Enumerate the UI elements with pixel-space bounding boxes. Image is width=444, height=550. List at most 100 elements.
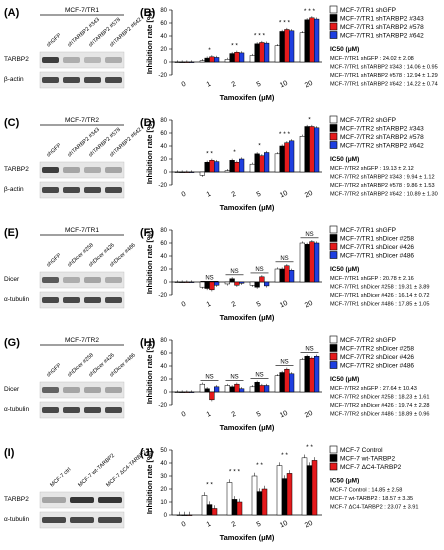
blot-strip [39, 401, 125, 419]
ic50-line: MCF-7/TR1 shTARBP2 #343 : 14.06 ± 0.95 [330, 65, 438, 71]
ic50-title: IC50 (μM) [330, 266, 359, 273]
blot-row-label: α-tubulin [4, 296, 29, 303]
x-tick-label: 2 [231, 81, 238, 89]
blot-row-label: TARBP2 [4, 496, 29, 503]
blot-band [105, 167, 122, 173]
x-tick-label: 5 [256, 521, 263, 529]
y-tick-label: -20 [158, 293, 167, 299]
blot-band [84, 167, 101, 173]
bar [179, 61, 185, 63]
bar [279, 268, 285, 283]
ic50-line: MCF-7 Control : 14.85 ± 2.58 [330, 488, 402, 494]
bar [229, 160, 235, 173]
bar [299, 136, 305, 173]
y-tick-label: 40 [160, 461, 167, 467]
y-tick-label: 20 [160, 47, 167, 53]
y-tick-label: 60 [160, 131, 167, 137]
blot-band [42, 187, 59, 193]
legend-swatch [329, 5, 338, 14]
panel-letter-right: (F) [140, 227, 154, 239]
x-axis-label: Tamoxifen (μM) [220, 93, 275, 102]
y-axis-label: Inhibition rate [%] [145, 10, 154, 74]
bar [201, 495, 208, 516]
bar [249, 386, 255, 393]
bar [304, 244, 310, 283]
blot-band [84, 297, 101, 303]
bar [224, 281, 230, 285]
blot-band [105, 297, 122, 303]
panel-letter-left: (A) [4, 7, 20, 19]
legend-label: MCF-7/TR2 shDicer #426 [340, 354, 414, 361]
legend-swatch [329, 234, 338, 242]
x-axis-label: Tamoxifen (μM) [220, 533, 275, 542]
bar [184, 171, 190, 173]
bar [209, 160, 215, 173]
x-tick-label: 10 [279, 190, 289, 200]
bar [209, 391, 215, 401]
bar [229, 53, 235, 63]
legend-swatch [329, 31, 338, 39]
significance-label: NS [205, 374, 213, 380]
bar [284, 142, 290, 173]
ic50-line: MCF-7/TR1 shTARBP2 #578 : 12.94 ± 1.29 [330, 73, 438, 79]
blot-band [84, 387, 101, 393]
significance-label: * * * [304, 8, 316, 15]
bar [264, 42, 270, 63]
legend-swatch [329, 335, 338, 344]
bar [311, 460, 318, 516]
bar [174, 281, 180, 283]
y-tick-label: 80 [160, 228, 167, 234]
blot-strip [39, 291, 125, 309]
bar [234, 281, 240, 286]
blot-lane-label: shGFP [46, 142, 63, 158]
blot-band [98, 497, 122, 503]
bar [179, 391, 185, 393]
bar [306, 465, 313, 516]
legend-label: MCF-7/TR1 shTARBP2 #343 [340, 16, 424, 23]
x-axis-label: Tamoxifen (μM) [220, 203, 275, 212]
bar [189, 281, 195, 283]
y-tick-label: 40 [160, 144, 167, 150]
x-tick-label: 10 [279, 80, 289, 90]
y-axis-label: Inhibition rate [%] [145, 230, 154, 294]
bar [189, 61, 195, 63]
bar [214, 281, 220, 286]
y-tick-label: 0 [164, 170, 168, 176]
legend-swatch [329, 132, 338, 141]
panel-letter-right: (J) [140, 447, 154, 459]
blot-band [42, 57, 59, 63]
bar [304, 19, 310, 63]
legend-label: MCF-7 ΔC4-TARBP2 [340, 464, 402, 471]
bar [254, 281, 260, 288]
bar [259, 42, 265, 63]
bar [214, 57, 220, 63]
blot-lane-label: shGFP [46, 362, 63, 378]
blot-band [84, 57, 101, 63]
bar [314, 127, 320, 173]
x-tick-label: 0 [181, 301, 188, 309]
bar [174, 61, 180, 63]
ic50-line: MCF-7/TR1 shGFP : 20.78 ± 2.16 [330, 276, 414, 282]
significance-label: * * [206, 150, 213, 157]
bar [236, 501, 243, 516]
blot-row-label: α-tubulin [4, 406, 29, 413]
bar [251, 475, 258, 516]
blot-row-label: TARBP2 [4, 166, 29, 173]
bar [286, 473, 293, 516]
y-axis-label: Inhibition rate [%] [145, 120, 154, 184]
blot-band [98, 517, 122, 523]
bar [284, 265, 290, 283]
x-tick-label: 1 [206, 301, 213, 309]
x-tick-label: 5 [256, 411, 263, 419]
legend-label: MCF-7/TR2 shGFP [340, 117, 396, 124]
bar [259, 276, 265, 283]
x-tick-label: 2 [231, 521, 238, 529]
blot-row-label: β-actin [4, 76, 24, 83]
bar [184, 391, 190, 393]
bar [289, 140, 295, 173]
bar [239, 158, 245, 173]
significance-label: * * [206, 482, 213, 489]
y-tick-label: 60 [160, 241, 167, 247]
bar [214, 161, 220, 173]
bar [299, 32, 305, 63]
